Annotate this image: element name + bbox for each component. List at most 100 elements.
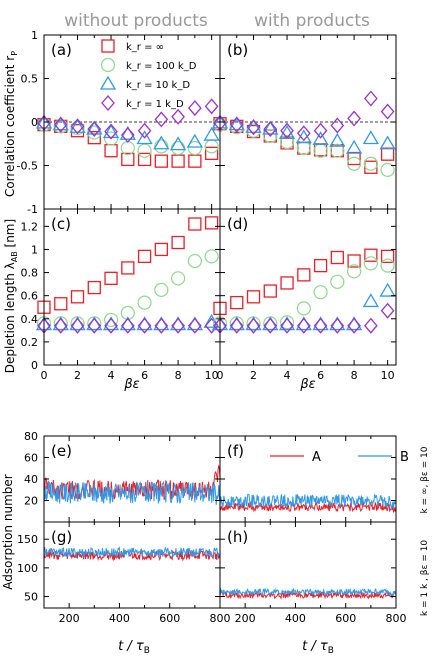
data-point xyxy=(203,126,220,141)
data-point xyxy=(154,154,168,168)
y-tick-label: 0 xyxy=(31,359,38,372)
data-point xyxy=(380,162,395,177)
data-point xyxy=(104,271,118,285)
header-right: with products xyxy=(254,11,370,31)
data-point xyxy=(171,235,185,250)
data-point xyxy=(347,110,361,127)
x-tick-label: 6 xyxy=(317,369,324,382)
side-label-top: k = ∞, βε = 10 xyxy=(420,446,430,513)
data-point xyxy=(69,118,86,133)
data-point xyxy=(362,293,379,308)
y-tick-label: 1 xyxy=(31,29,38,42)
x-tick-label: 8 xyxy=(175,369,182,382)
ads-ylabel: Adsorption number xyxy=(1,474,15,589)
x-tick-label: 600 xyxy=(159,612,180,625)
depl-ylabel: Depletion length λAB [nm] xyxy=(3,219,19,373)
data-point xyxy=(363,156,378,171)
data-point xyxy=(204,216,219,230)
data-point xyxy=(70,118,85,135)
series-line-B xyxy=(219,493,397,510)
data-point xyxy=(52,116,69,131)
axes-frame xyxy=(219,521,397,609)
y-tick-label: 60 xyxy=(24,452,38,465)
data-point xyxy=(153,135,170,150)
x-tick-label: 400 xyxy=(109,612,130,625)
legend-label: k_r = ∞ xyxy=(126,42,164,53)
data-point xyxy=(204,249,219,264)
data-point xyxy=(280,122,294,139)
y-tick-label: 0.8 xyxy=(21,267,39,280)
x-tick-label: 200 xyxy=(235,612,256,625)
data-point xyxy=(312,131,329,146)
y-tick-label: 80 xyxy=(24,430,38,443)
data-point xyxy=(279,315,295,330)
x-tick-label: 200 xyxy=(59,612,80,625)
data-point xyxy=(204,146,219,160)
data-point xyxy=(70,317,85,334)
legend-marker xyxy=(101,95,115,111)
x-tick-label: 2 xyxy=(74,369,81,382)
x-tick-label: 800 xyxy=(386,612,407,625)
legend-label: k_r = 100 k_D xyxy=(126,61,197,72)
data-point xyxy=(154,282,169,297)
data-point xyxy=(379,135,396,150)
data-point xyxy=(380,258,395,273)
data-point xyxy=(121,261,135,275)
data-point xyxy=(330,117,345,134)
y-tick-label: 0.6 xyxy=(21,290,39,303)
series-diamond xyxy=(213,302,395,334)
header-left: without products xyxy=(64,11,208,31)
panel-d: 0 2 4 6 8 10 (d) xyxy=(211,208,397,382)
data-point xyxy=(380,147,395,161)
data-point xyxy=(347,254,361,268)
data-point xyxy=(313,122,328,139)
x-tick-label: 0 xyxy=(41,369,48,382)
data-point xyxy=(137,143,152,158)
data-point xyxy=(347,317,361,334)
data-point xyxy=(296,141,311,156)
data-point xyxy=(120,317,135,334)
data-point xyxy=(104,123,118,140)
data-point xyxy=(154,317,169,334)
legend-label: B xyxy=(400,450,409,465)
t-xlabel-right: t / τB xyxy=(302,639,334,656)
legend-marker xyxy=(99,75,117,90)
data-point xyxy=(246,290,261,304)
data-point xyxy=(136,130,153,145)
y-tick-label: 40 xyxy=(24,473,38,486)
data-point xyxy=(345,139,363,154)
data-point xyxy=(103,312,119,328)
data-point xyxy=(204,98,219,115)
data-point xyxy=(186,133,203,148)
x-tick-label: 4 xyxy=(284,369,291,382)
data-point xyxy=(330,317,345,334)
data-point xyxy=(362,130,379,145)
series-line-B xyxy=(43,479,221,505)
panel-label: (d) xyxy=(227,215,248,233)
panel-label: (f) xyxy=(227,442,244,460)
be-xlabel-left: βε xyxy=(123,377,139,392)
data-point xyxy=(246,317,261,334)
data-point xyxy=(86,120,103,135)
data-point xyxy=(137,317,152,334)
y-tick-label: -0.5 xyxy=(17,160,38,173)
y-tick-label: 150 xyxy=(17,533,38,546)
panels: -1 -0.5 0 0.5 1 (a) (b) 0 0.2 0.4 0.6 0.8 1 1.2 0 2 4 6 8 1… xyxy=(17,29,409,625)
data-point xyxy=(87,317,102,334)
x-tick-label: 0 xyxy=(217,369,224,382)
data-point xyxy=(346,156,362,171)
x-tick-label: 400 xyxy=(285,612,306,625)
panel-label: (h) xyxy=(227,528,248,546)
panel-label: (g) xyxy=(51,528,72,546)
panel-h: 200 400 600 800 (h) xyxy=(219,521,407,625)
data-point xyxy=(364,317,378,334)
panel-e: 20 40 60 80 (e) xyxy=(24,430,221,523)
panel-g: 50 100 150 200 400 600 800 (g) xyxy=(17,521,231,625)
data-point xyxy=(187,141,202,156)
x-tick-label: 10 xyxy=(381,369,395,382)
data-point xyxy=(53,116,68,133)
data-point xyxy=(87,280,101,295)
data-point xyxy=(170,271,186,286)
legend-label: A xyxy=(312,450,321,465)
